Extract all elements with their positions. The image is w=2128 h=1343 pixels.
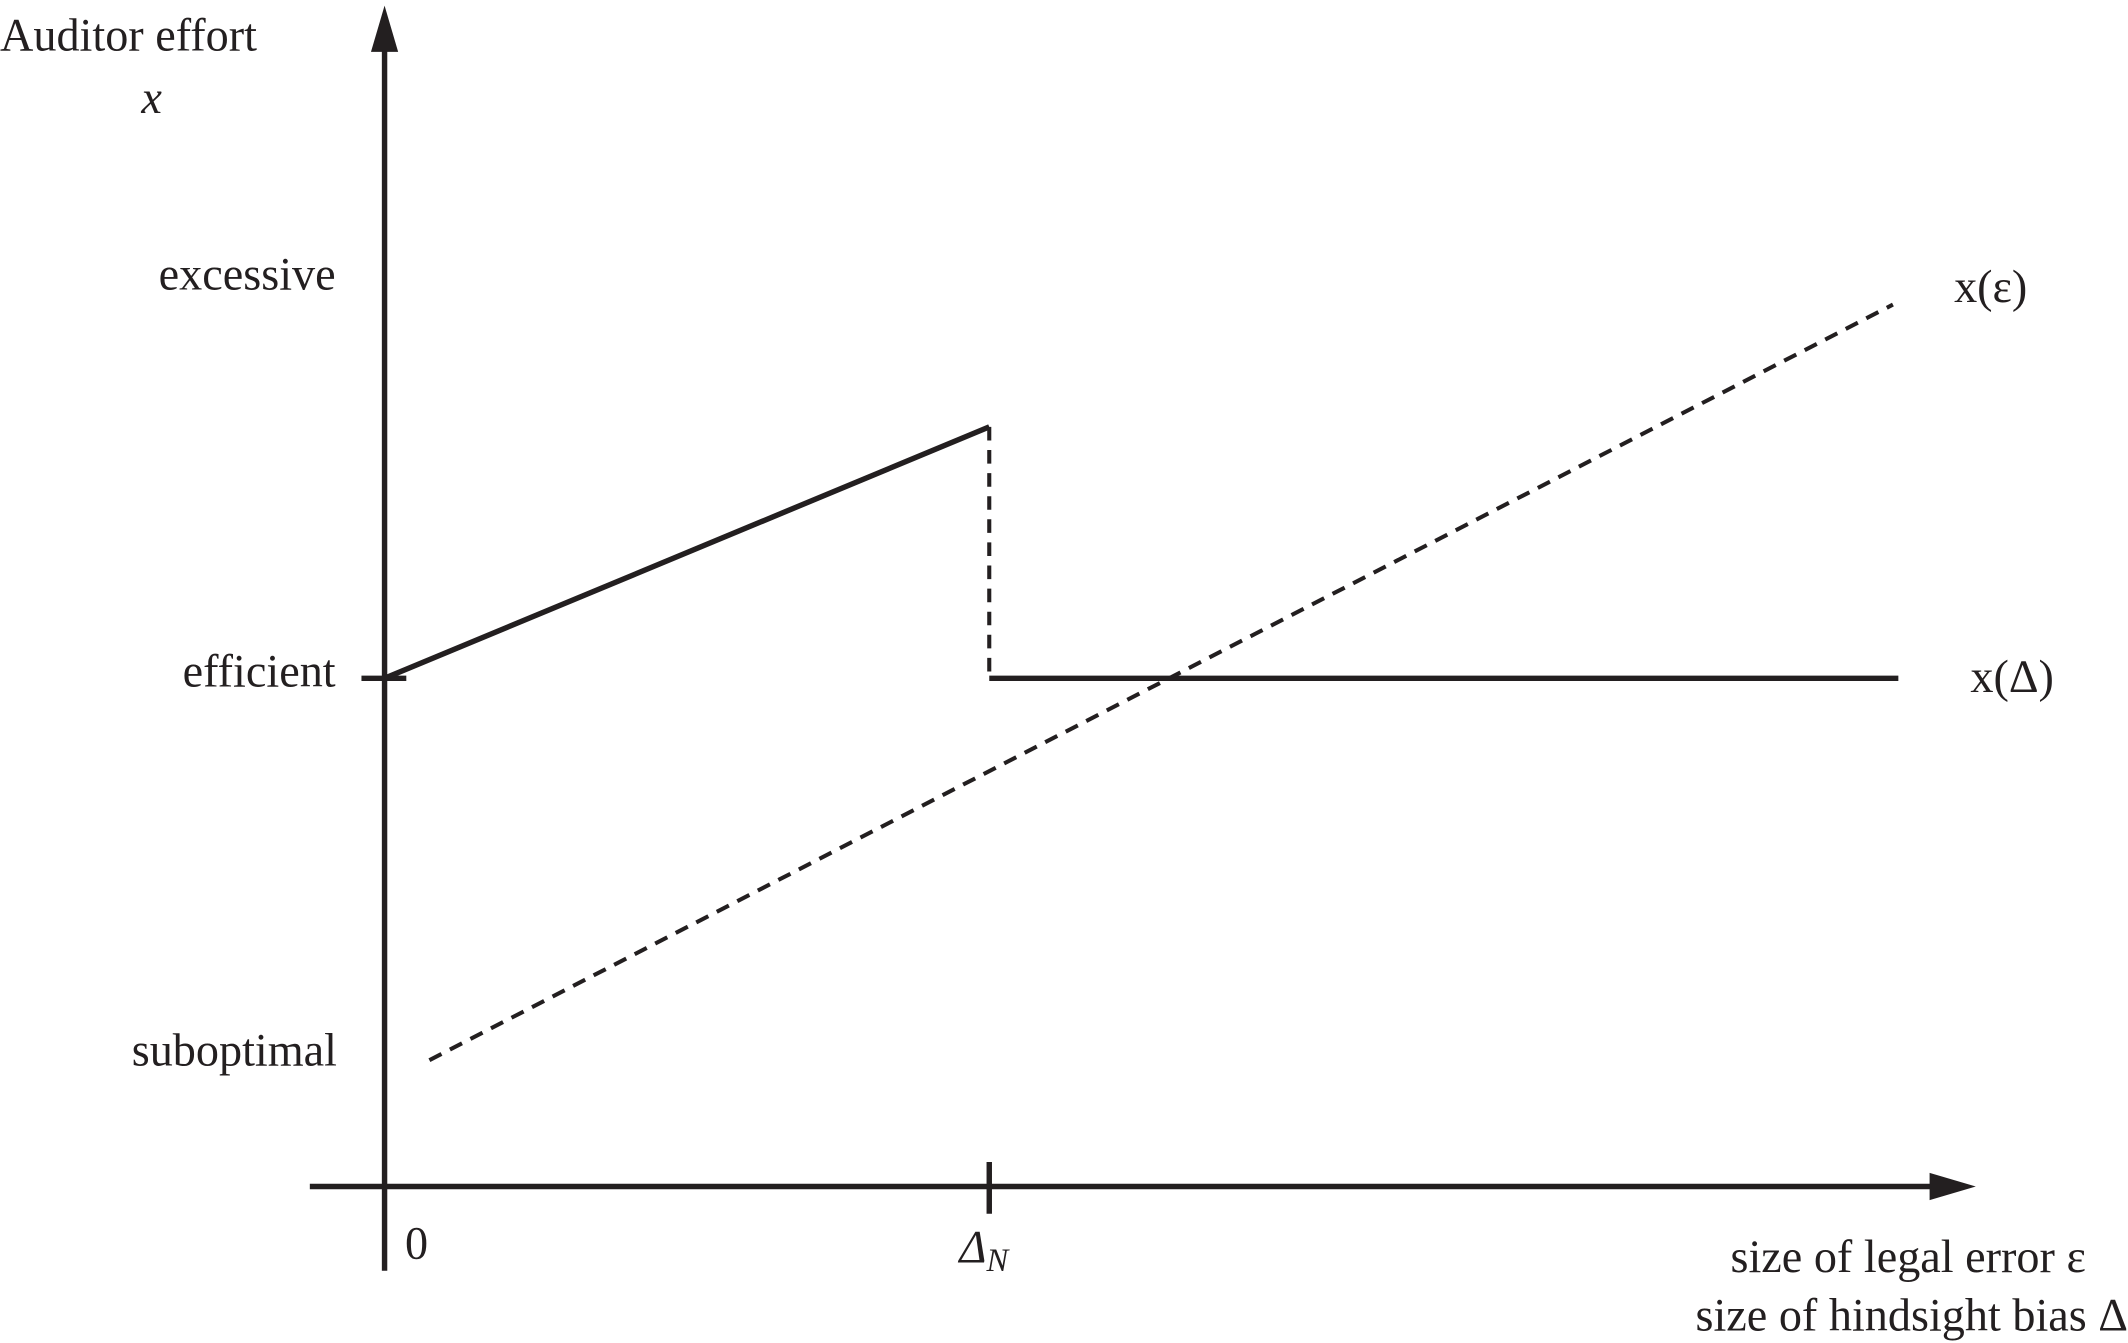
y-axis-title: Auditor effort <box>0 9 257 60</box>
tick-subscript: N <box>985 1243 1010 1279</box>
y-axis-arrow <box>370 5 399 52</box>
tick-label: ΔN <box>957 1222 1010 1279</box>
tick-symbol: Δ <box>957 1222 986 1273</box>
x-axis-arrow <box>1929 1172 1976 1201</box>
level-label: suboptimal <box>132 1025 337 1076</box>
y-axis-symbol: x <box>140 72 162 123</box>
x-delta-rising <box>383 424 991 681</box>
level-label: efficient <box>183 645 336 696</box>
x-epsilon-line <box>428 302 1894 1062</box>
level-label: excessive <box>159 249 336 300</box>
curve-label: x(ε) <box>1954 261 2027 312</box>
x-axis-title: size of legal error ε <box>1730 1231 2085 1282</box>
x-axis-title: size of hindsight bias Δ <box>1695 1290 2128 1341</box>
curve-label: x(Δ) <box>1970 651 2054 702</box>
origin-label: 0 <box>405 1218 428 1269</box>
